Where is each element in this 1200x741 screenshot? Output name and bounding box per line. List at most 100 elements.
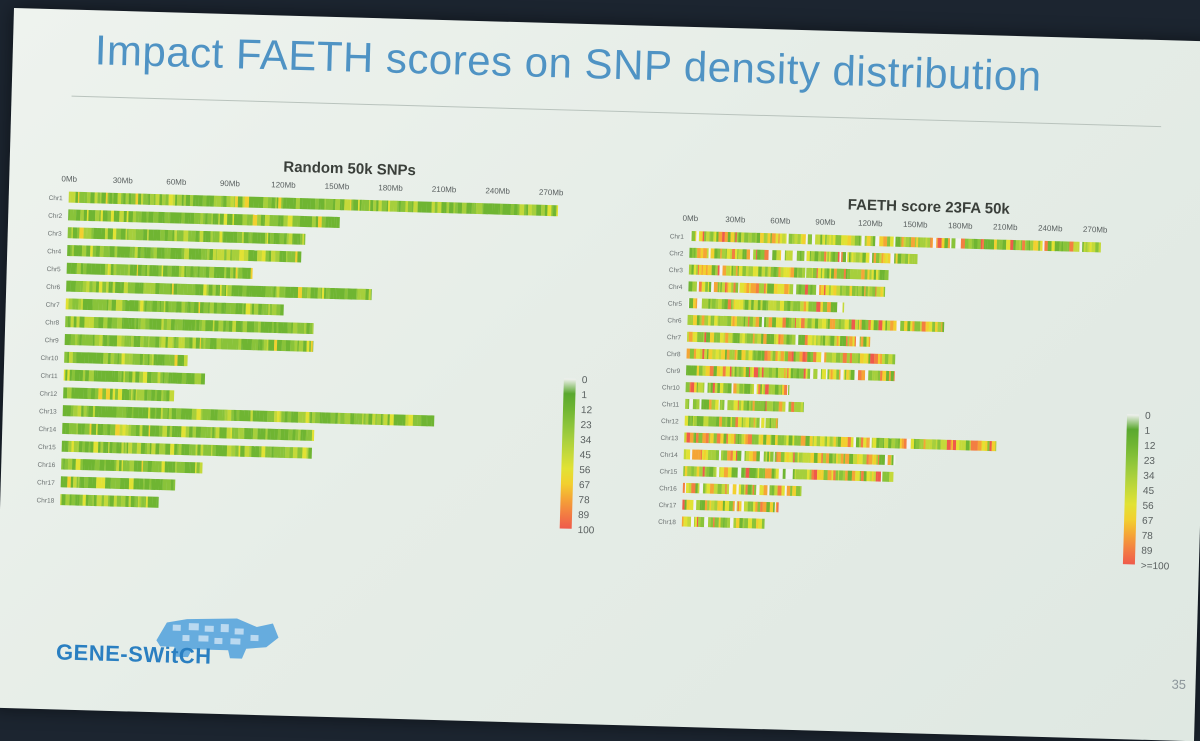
density-cell (183, 194, 187, 206)
density-cell (292, 322, 298, 334)
density-cell (75, 298, 79, 310)
density-cell (259, 410, 265, 422)
density-cell (292, 233, 295, 245)
density-cell (209, 338, 215, 350)
density-cell (693, 499, 697, 511)
density-cell (857, 370, 862, 381)
density-cell (769, 485, 773, 496)
density-cell (744, 232, 749, 243)
density-cell (225, 302, 232, 314)
density-cell (280, 304, 284, 316)
density-cell (220, 338, 223, 350)
density-cell (182, 355, 185, 367)
density-cell (721, 416, 726, 427)
density-cell (883, 253, 886, 264)
density-cell (151, 354, 154, 366)
density-cell (794, 435, 798, 446)
density-cell (191, 408, 197, 420)
density-cell (122, 424, 126, 436)
density-cell (133, 335, 137, 347)
density-cell (716, 366, 721, 377)
density-cell (98, 299, 103, 311)
density-cell (874, 370, 879, 381)
density-cell (231, 427, 235, 439)
density-cell (937, 321, 942, 333)
density-cell (848, 319, 852, 330)
density-cell (84, 316, 90, 328)
chromosome-label: Chr12 (39, 390, 57, 398)
density-cell (720, 349, 726, 360)
density-cell (774, 435, 778, 446)
density-cell (127, 406, 133, 419)
density-cell (705, 449, 709, 460)
density-cell (130, 335, 135, 347)
density-cell (154, 247, 158, 259)
chromosome-label: Chr4 (668, 284, 683, 291)
density-cell (216, 302, 222, 314)
density-cell (793, 284, 797, 295)
density-cell (166, 247, 171, 259)
density-cell (286, 233, 290, 245)
density-cell (192, 266, 194, 278)
density-cell (846, 352, 851, 364)
density-cell (328, 198, 334, 210)
density-cell (696, 231, 700, 242)
density-cell (840, 436, 846, 447)
density-cell (1013, 239, 1017, 251)
density-cell (77, 191, 80, 203)
density-cell (739, 383, 744, 394)
density-cell (192, 426, 197, 438)
density-cell (711, 450, 717, 461)
density-cell (772, 250, 777, 261)
density-cell (808, 301, 813, 312)
density-cell (859, 252, 863, 263)
density-cell (688, 281, 693, 292)
density-cell (233, 285, 240, 297)
density-cell (124, 264, 129, 276)
density-cell (274, 428, 279, 440)
density-cell (783, 384, 788, 395)
density-cell (238, 285, 243, 297)
density-cell (267, 428, 272, 440)
density-cell (181, 426, 187, 438)
density-cell (121, 353, 126, 365)
density-cell (771, 367, 776, 378)
density-cell (820, 251, 825, 262)
density-cell (833, 302, 838, 313)
density-cell (71, 245, 75, 257)
density-cell (932, 237, 937, 248)
density-cell (284, 429, 289, 441)
density-cell (156, 389, 162, 402)
density-cell (707, 449, 712, 461)
x-tick-label: 0Mb (682, 214, 698, 223)
density-cell (815, 251, 819, 262)
density-cell (888, 438, 892, 449)
density-cell (806, 267, 811, 278)
density-cell (790, 267, 795, 278)
density-cell (135, 389, 138, 401)
density-cell (517, 204, 520, 216)
density-cell (98, 406, 102, 418)
density-cell (203, 230, 207, 243)
density-cell (351, 199, 354, 211)
density-cell (716, 466, 720, 478)
density-cell (693, 365, 698, 376)
density-cell (156, 318, 162, 330)
density-cell (294, 340, 298, 352)
chromosome-bar-chr7 (65, 298, 284, 316)
chromosome-label: Chr11 (40, 373, 58, 380)
density-cell (729, 349, 733, 360)
density-cell (84, 334, 90, 346)
density-cell (869, 252, 873, 263)
density-cell (300, 429, 304, 441)
density-cell (139, 353, 144, 365)
density-cell (213, 338, 217, 350)
density-cell (137, 246, 142, 259)
density-cell (788, 233, 793, 244)
density-cell (720, 517, 724, 528)
density-cell (153, 229, 158, 241)
density-cell (722, 450, 728, 461)
density-cell (761, 350, 765, 361)
density-cell (336, 216, 339, 228)
density-cell (226, 213, 230, 225)
